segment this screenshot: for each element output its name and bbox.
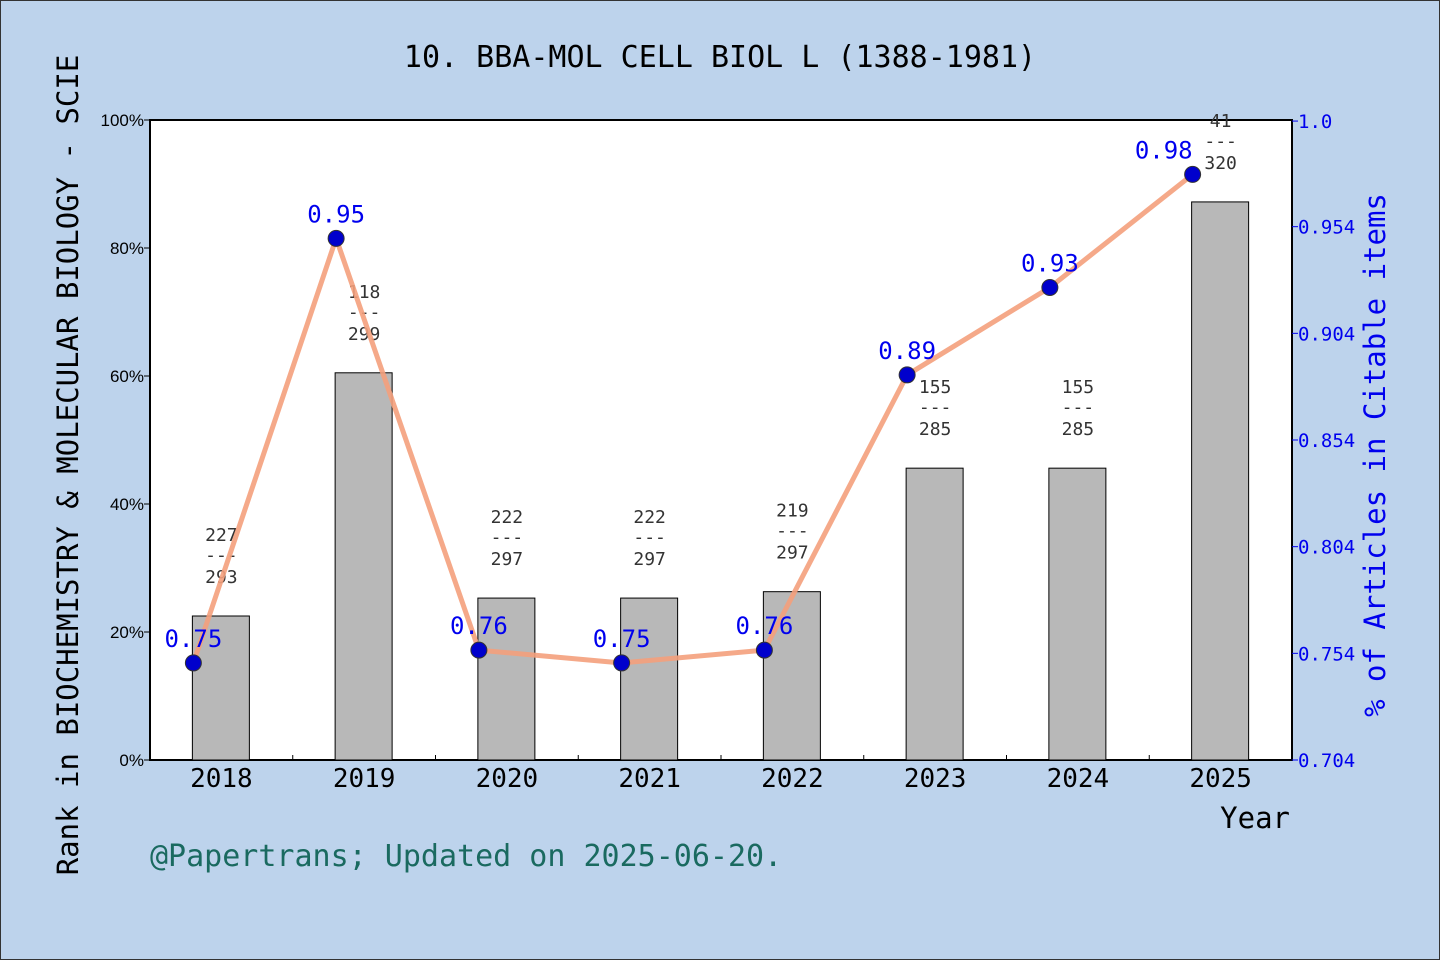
total-label-2020: 297 (491, 549, 524, 570)
point-2018 (184, 654, 202, 672)
left-tick-0%: 0% (119, 751, 144, 770)
total-label-2025: 320 (1204, 153, 1237, 174)
fraction-bar-2022: --- (776, 521, 809, 542)
left-axis-label: Rank in BIOCHEMISTRY & MOLECULAR BIOLOGY… (51, 55, 85, 876)
point-2019 (327, 229, 345, 247)
right-tick-0.854: 0.854 (1298, 430, 1355, 452)
x-tick-2019: 2019 (333, 764, 396, 794)
point-label-2018: 0.75 (164, 625, 222, 653)
point-2022 (755, 641, 773, 659)
right-tick-0.954: 0.954 (1298, 217, 1355, 239)
left-tick-20%: 20% (110, 623, 144, 642)
rank-label-2022: 219 (776, 501, 809, 522)
fraction-bar-2020: --- (491, 527, 524, 548)
right-tick-0.754: 0.754 (1298, 643, 1355, 665)
fraction-bar-2021: --- (633, 527, 666, 548)
total-label-2022: 297 (776, 543, 809, 564)
point-label-2021: 0.75 (593, 625, 651, 653)
fraction-bar-2023: --- (919, 397, 952, 418)
x-tick-2020: 2020 (476, 764, 539, 794)
bar-2025 (1191, 201, 1250, 761)
bar-2023 (905, 467, 964, 761)
right-axis-label: % of Articles in Citable items (1358, 193, 1392, 717)
bar-layer: 227---293118---299222---297222---297219-… (191, 111, 1250, 761)
point-2025 (1184, 165, 1202, 183)
bar-2020 (477, 597, 536, 761)
point-label-2025: 0.98 (1135, 136, 1193, 164)
rank-label-2024: 155 (1062, 377, 1095, 398)
bar-2019 (334, 372, 393, 761)
point-label-2019: 0.95 (307, 200, 365, 228)
total-label-2021: 297 (633, 549, 666, 570)
bar-2022 (762, 591, 821, 761)
x-tick-2022: 2022 (761, 764, 824, 794)
point-label-2024: 0.93 (1021, 249, 1079, 277)
chart-title: 10. BBA-MOL CELL BIOL L (1388-1981) (404, 40, 1036, 75)
left-tick-100%: 100% (101, 111, 144, 130)
footer-note: @Papertrans; Updated on 2025-06-20. (150, 839, 782, 874)
total-label-2024: 285 (1062, 419, 1095, 440)
left-tick-40%: 40% (110, 495, 144, 514)
right-tick-0.904: 0.904 (1298, 323, 1355, 345)
x-tick-2025: 2025 (1189, 764, 1252, 794)
point-2023 (898, 366, 916, 384)
right-tick-1.0: 1.0 (1298, 111, 1332, 133)
rank-label-2023: 155 (919, 377, 952, 398)
total-label-2019: 299 (348, 324, 381, 345)
bar-2024 (1048, 467, 1107, 761)
point-2021 (613, 654, 631, 672)
axes-layer: 2018 2019 2020 2021 2022 2023 2024 2025 0% 20% 40%… (101, 111, 1356, 794)
fraction-bar-2025: --- (1204, 131, 1237, 152)
x-axis-label: Year (1220, 801, 1290, 835)
line-layer: 0.75 0.95 0.76 0.75 0.76 0.89 0.93 0.98 (164, 136, 1202, 672)
point-2024 (1041, 278, 1059, 296)
x-tick-2024: 2024 (1047, 764, 1110, 794)
right-tick-0.804: 0.804 (1298, 537, 1355, 559)
right-tick-0.704: 0.704 (1298, 750, 1355, 772)
left-tick-60%: 60% (110, 367, 144, 386)
rank-label-2025: 41 (1210, 111, 1232, 132)
series-line (191, 172, 1195, 666)
rank-label-2020: 222 (491, 507, 524, 528)
point-label-2022: 0.76 (735, 612, 793, 640)
fraction-bar-2024: --- (1062, 397, 1095, 418)
x-tick-2018: 2018 (190, 764, 253, 794)
total-label-2023: 285 (919, 419, 952, 440)
point-label-2020: 0.76 (450, 612, 508, 640)
point-label-2023: 0.89 (878, 337, 936, 365)
x-tick-2021: 2021 (618, 764, 681, 794)
bar-2021 (620, 597, 679, 761)
left-tick-80%: 80% (110, 239, 144, 258)
x-tick-2023: 2023 (904, 764, 967, 794)
point-2020 (470, 641, 488, 659)
rank-label-2021: 222 (633, 507, 666, 528)
rank-label-2018: 227 (205, 525, 238, 546)
